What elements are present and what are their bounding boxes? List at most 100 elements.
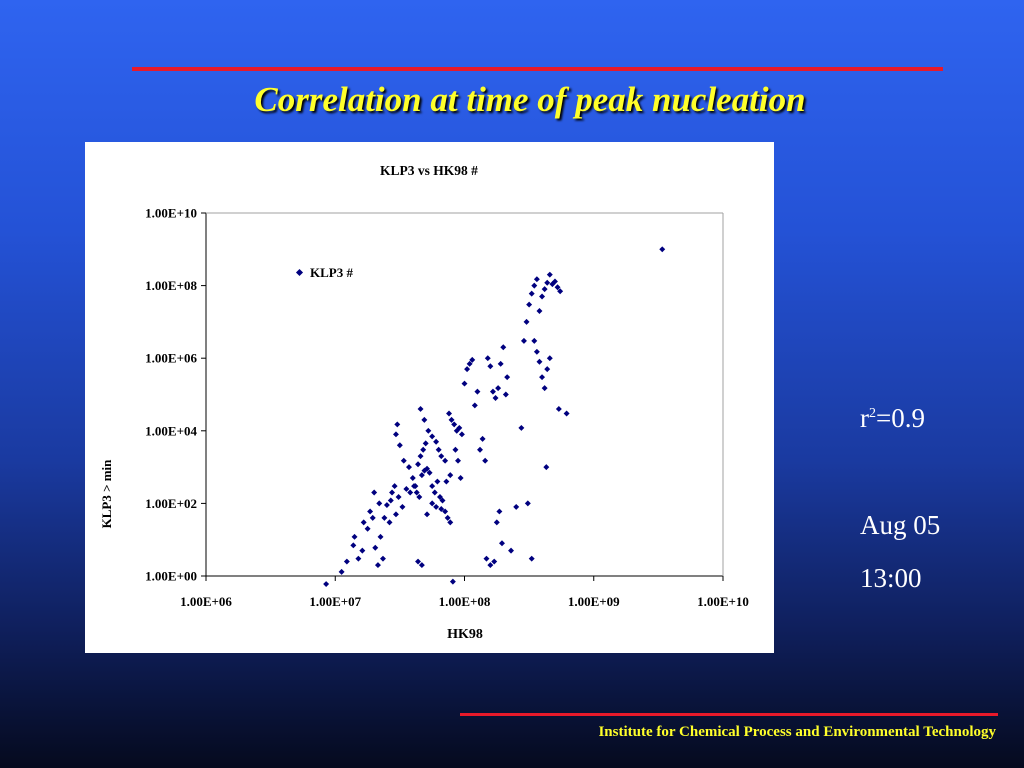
data-point xyxy=(539,293,546,300)
data-point xyxy=(367,508,374,515)
data-point xyxy=(411,483,418,490)
r-squared-superscript: 2 xyxy=(869,406,876,421)
data-point xyxy=(489,388,496,395)
data-point xyxy=(495,385,502,392)
data-point xyxy=(557,288,564,295)
x-axis-label: HK98 xyxy=(447,627,483,642)
y-tick-group: 1.00E+00 1.00E+02 1.00E+04 1.00E+06 1.00E+08… xyxy=(145,206,206,584)
data-point xyxy=(400,457,407,464)
data-points xyxy=(323,246,666,588)
data-point xyxy=(417,453,424,460)
data-point xyxy=(383,502,390,509)
data-point xyxy=(552,278,558,285)
data-point xyxy=(555,405,562,412)
data-point xyxy=(394,421,401,428)
data-point xyxy=(350,542,357,549)
date-text: Aug 05 xyxy=(860,510,941,540)
data-point xyxy=(554,284,561,291)
data-point xyxy=(371,489,378,496)
data-point xyxy=(323,581,330,588)
data-point xyxy=(374,562,381,569)
data-point xyxy=(376,500,383,507)
data-point xyxy=(429,433,436,440)
data-point xyxy=(424,511,431,518)
data-point xyxy=(415,461,422,468)
data-point xyxy=(520,337,527,344)
data-point xyxy=(524,500,531,507)
data-point xyxy=(372,544,379,551)
data-point xyxy=(355,555,362,562)
data-point xyxy=(461,380,468,387)
data-point xyxy=(434,478,441,485)
data-point xyxy=(493,519,500,526)
data-point xyxy=(492,395,499,401)
data-point xyxy=(487,363,494,370)
time-text: 13:00 xyxy=(860,563,922,593)
data-point xyxy=(338,568,345,575)
data-point xyxy=(431,489,438,496)
data-point xyxy=(438,506,445,512)
data-point xyxy=(544,279,551,286)
data-point xyxy=(421,416,428,423)
data-point xyxy=(433,503,440,510)
y-tick-label: 1.00E+00 xyxy=(145,569,197,584)
y-tick-label: 1.00E+08 xyxy=(145,278,197,293)
data-point xyxy=(518,424,525,431)
data-point xyxy=(381,514,388,521)
data-point xyxy=(351,533,358,540)
data-point xyxy=(452,446,459,453)
data-point xyxy=(403,485,410,492)
data-point xyxy=(513,503,520,510)
x-tick-label: 1.00E+09 xyxy=(568,594,620,609)
x-tick-label: 1.00E+08 xyxy=(439,594,491,609)
data-point xyxy=(455,457,461,464)
data-point xyxy=(417,405,424,412)
data-point xyxy=(393,511,399,518)
data-point xyxy=(456,424,463,431)
data-point xyxy=(539,374,546,381)
data-point xyxy=(543,464,550,471)
chart-title: KLP3 vs HK98 # xyxy=(380,163,478,178)
data-point xyxy=(528,290,535,297)
slide-title: Correlation at time of peak nucleation xyxy=(254,80,806,119)
data-point xyxy=(563,410,570,417)
data-point xyxy=(409,475,416,481)
data-point xyxy=(464,366,471,373)
data-point xyxy=(508,547,515,554)
data-point xyxy=(531,282,538,289)
r-squared-value: =0.9 xyxy=(876,403,925,433)
data-point xyxy=(541,286,548,293)
data-point xyxy=(393,431,399,438)
data-point xyxy=(487,562,494,569)
legend: KLP3 # xyxy=(295,265,353,280)
data-point xyxy=(491,558,498,565)
data-point xyxy=(446,410,452,417)
data-point xyxy=(496,508,503,515)
data-point xyxy=(422,440,429,447)
data-point xyxy=(484,355,491,362)
data-point xyxy=(369,514,376,521)
data-point xyxy=(399,503,406,510)
data-point xyxy=(523,318,530,325)
data-point xyxy=(377,533,384,540)
data-point xyxy=(526,301,533,308)
data-point xyxy=(659,246,666,253)
scatter-chart: KLP3 vs HK98 # HK98 KLP3 > min 1.00E+00 1… xyxy=(99,163,749,642)
data-point xyxy=(546,271,553,278)
data-point xyxy=(533,348,540,355)
data-point xyxy=(420,446,427,453)
data-point xyxy=(438,453,445,460)
data-point xyxy=(395,494,402,500)
r-squared-prefix: r xyxy=(860,403,869,433)
y-axis-label: KLP3 > min xyxy=(99,459,114,529)
data-point xyxy=(497,360,504,367)
data-point xyxy=(544,366,551,373)
data-point xyxy=(451,421,458,428)
y-tick-label: 1.00E+02 xyxy=(145,496,197,511)
data-point xyxy=(502,391,509,398)
data-point xyxy=(479,435,486,442)
data-point xyxy=(447,472,454,479)
data-point xyxy=(435,446,442,453)
data-point xyxy=(500,344,507,351)
data-point xyxy=(343,558,350,565)
